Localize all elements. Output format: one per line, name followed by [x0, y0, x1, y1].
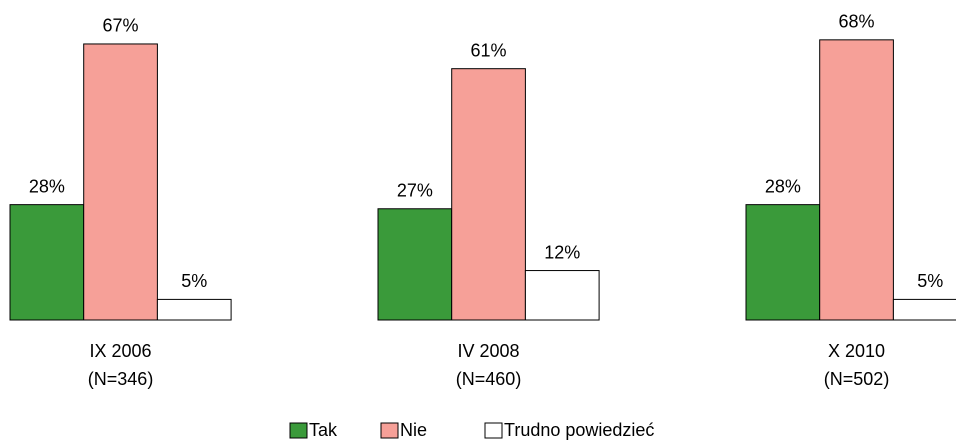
data-label: 5%: [181, 271, 207, 291]
data-label: 67%: [103, 16, 139, 36]
data-label: 28%: [29, 176, 65, 196]
legend-swatch: [380, 422, 399, 439]
x-tick-label: (N=346): [88, 369, 154, 389]
data-label: 27%: [397, 181, 433, 201]
bar: [9, 204, 85, 321]
bar: [892, 298, 956, 321]
data-label: 61%: [471, 40, 507, 60]
x-tick-label: IV 2008: [458, 341, 520, 361]
bar: [83, 43, 158, 321]
bar: [377, 208, 453, 321]
x-tick-label: X 2010: [828, 341, 885, 361]
bar: [156, 298, 232, 321]
bar: [451, 68, 526, 321]
bar: [745, 204, 821, 321]
bar: [524, 270, 600, 321]
bar: [819, 39, 894, 321]
data-label: 12%: [544, 242, 580, 262]
legend-label: Tak: [309, 420, 338, 440]
data-label: 68%: [839, 12, 875, 32]
data-label: 5%: [917, 271, 943, 291]
legend-label: Trudno powiedzieć: [504, 420, 654, 440]
legend-swatch: [289, 422, 308, 439]
data-label: 28%: [765, 176, 801, 196]
x-tick-label: (N=460): [456, 369, 522, 389]
x-tick-label: IX 2006: [90, 341, 152, 361]
legend-swatch: [484, 422, 503, 439]
x-tick-label: (N=502): [824, 369, 890, 389]
legend-label: Nie: [400, 420, 427, 440]
